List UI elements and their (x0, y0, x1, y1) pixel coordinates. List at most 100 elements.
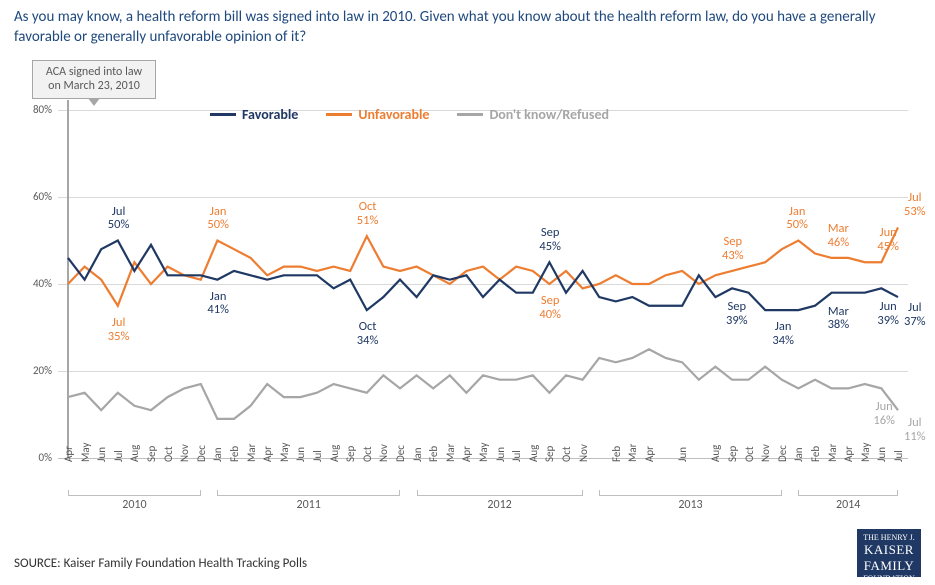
x-tick-label: Oct (560, 434, 573, 462)
y-tick-label: 60% (18, 190, 52, 203)
year-label: 2010 (68, 498, 201, 512)
year-bracket (217, 490, 400, 496)
data-annotation: Sep 43% (722, 235, 744, 263)
data-annotation: Sep 40% (539, 294, 561, 322)
x-tick-label: Jul (510, 434, 523, 462)
legend-item: Don't know/Refused (457, 106, 609, 123)
x-tick-label: Jun (676, 434, 689, 462)
x-tick-label: Aug (527, 434, 540, 462)
x-tick-label: Oct (743, 434, 756, 462)
data-annotation: Jan 50% (786, 205, 808, 233)
year-bracket (599, 490, 782, 496)
y-tick-label: 40% (18, 277, 52, 290)
x-tick-label: Nov (377, 434, 390, 462)
logo-line: THE HENRY J. (857, 533, 921, 542)
x-tick-label: Nov (759, 434, 772, 462)
y-tick-label: 20% (18, 364, 52, 377)
data-annotation: Jul 35% (108, 316, 130, 344)
x-tick-label: Sep (543, 434, 556, 462)
legend-label: Favorable (242, 106, 298, 123)
data-annotation: Jan 50% (207, 205, 229, 233)
series-dk (68, 349, 898, 419)
data-annotation: Jul 37% (904, 301, 926, 329)
series-unfavorable (68, 227, 898, 305)
data-annotation: Jun 16% (873, 400, 895, 428)
x-tick-label: Jul (112, 434, 125, 462)
x-tick-label: Oct (361, 434, 374, 462)
y-tick-label: 0% (18, 451, 52, 464)
logo-line: FAMILY (857, 558, 921, 574)
legend: Favorable Unfavorable Don't know/Refused (210, 106, 609, 123)
aca-callout: ACA signed into law on March 23, 2010 (32, 60, 156, 99)
x-tick-label: Mar (626, 434, 639, 462)
data-annotation: Jul 50% (108, 205, 130, 233)
y-tick-label: 80% (18, 103, 52, 116)
data-annotation: Oct 51% (357, 200, 379, 228)
data-annotation: Mar 38% (828, 305, 850, 333)
x-tick-label: Feb (427, 434, 440, 462)
x-tick-label: Feb (228, 434, 241, 462)
x-tick-label: Jan (792, 434, 805, 462)
series-favorable (68, 241, 898, 311)
data-annotation: Mar 46% (828, 222, 850, 250)
logo-line: FOUNDATION (857, 574, 921, 583)
x-tick-label: Mar (444, 434, 457, 462)
x-tick-label: Sep (145, 434, 158, 462)
x-tick-label: Apr (62, 434, 75, 462)
legend-swatch (210, 113, 236, 116)
chart-title: As you may know, a health reform bill wa… (0, 0, 935, 51)
legend-item: Unfavorable (326, 106, 429, 123)
legend-item: Favorable (210, 106, 298, 123)
x-tick-label: May (477, 434, 490, 462)
x-tick-label: Sep (726, 434, 739, 462)
year-label: 2011 (217, 498, 400, 512)
year-label: 2013 (599, 498, 782, 512)
x-tick-label: Apr (643, 434, 656, 462)
x-tick-label: Jan (211, 434, 224, 462)
kaiser-logo: THE HENRY J. KAISER FAMILY FOUNDATION (857, 529, 921, 577)
x-tick-label: Dec (776, 434, 789, 462)
legend-label: Don't know/Refused (489, 106, 609, 123)
year-label: 2012 (417, 498, 583, 512)
legend-label: Unfavorable (358, 106, 429, 123)
x-tick-label: Dec (195, 434, 208, 462)
x-tick-label: Jun (875, 434, 888, 462)
data-annotation: Sep 45% (539, 226, 561, 254)
data-annotation: Jun 45% (877, 226, 899, 254)
x-tick-label: May (859, 434, 872, 462)
x-tick-label: Jun (494, 434, 507, 462)
x-tick-label: Sep (344, 434, 357, 462)
x-tick-label: Mar (245, 434, 258, 462)
x-tick-label: Apr (261, 434, 274, 462)
x-tick-label: Dec (394, 434, 407, 462)
year-label: 2014 (798, 498, 898, 512)
line-chart: 0%20%40%60%80%AprMayJunJulAugSepOctNovDe… (58, 110, 908, 458)
x-tick-label: May (79, 434, 92, 462)
legend-swatch (457, 113, 483, 116)
data-annotation: Jul 53% (904, 191, 926, 219)
logo-line: KAISER (857, 542, 921, 558)
source-text: SOURCE: Kaiser Family Foundation Health … (14, 556, 307, 571)
x-tick-label: Aug (328, 434, 341, 462)
x-tick-label: May (278, 434, 291, 462)
data-annotation: Sep 39% (726, 300, 748, 328)
x-tick-label: Apr (842, 434, 855, 462)
year-bracket (798, 490, 898, 496)
data-annotation: Jul 11% (904, 416, 926, 444)
x-tick-label: Aug (709, 434, 722, 462)
data-annotation: Jan 34% (772, 320, 794, 348)
data-annotation: Jan 41% (207, 290, 229, 318)
x-tick-label: Mar (826, 434, 839, 462)
x-tick-label: Jun (294, 434, 307, 462)
legend-swatch (326, 113, 352, 116)
x-tick-label: Nov (178, 434, 191, 462)
x-tick-label: Jan (411, 434, 424, 462)
data-annotation: Oct 34% (357, 320, 379, 348)
x-tick-label: Jun (95, 434, 108, 462)
x-tick-label: Jul (311, 434, 324, 462)
year-bracket (417, 490, 583, 496)
x-tick-label: Apr (460, 434, 473, 462)
year-bracket (68, 490, 201, 496)
data-annotation: Jun 39% (877, 300, 899, 328)
x-tick-label: Nov (577, 434, 590, 462)
